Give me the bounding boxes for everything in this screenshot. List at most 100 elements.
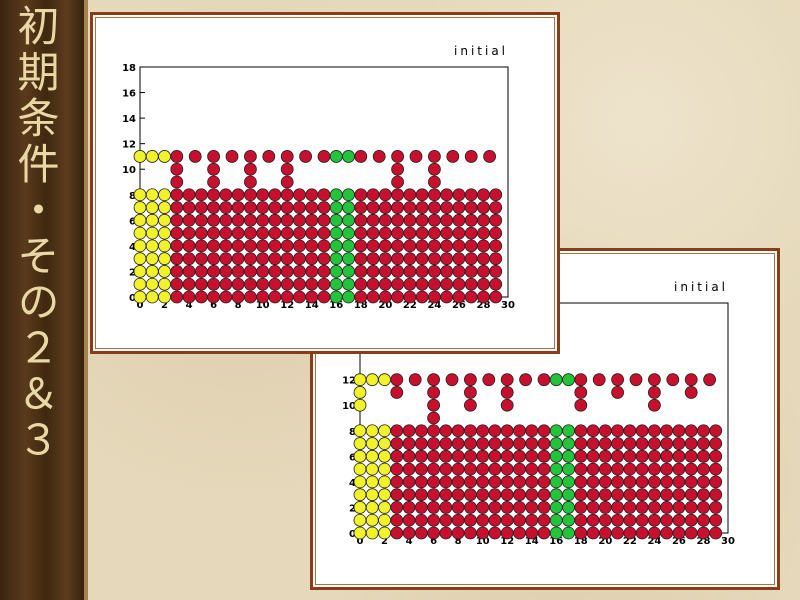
particle [629, 373, 643, 387]
particle [231, 213, 245, 227]
particle [452, 252, 466, 266]
particle [672, 475, 686, 489]
particle [207, 175, 220, 189]
particle [170, 290, 184, 304]
x-tick-label: 26 [452, 300, 466, 311]
particle [207, 201, 220, 214]
particle [243, 150, 257, 163]
particle [463, 462, 477, 476]
particle [133, 265, 147, 278]
particle [452, 239, 466, 253]
particle [427, 462, 440, 476]
particle [402, 424, 416, 438]
particle [427, 150, 441, 163]
particle [463, 526, 477, 540]
particle [219, 239, 233, 253]
particle [354, 213, 368, 227]
particle [635, 449, 649, 463]
y-tick-label: 4 [129, 242, 136, 253]
particle [390, 526, 404, 540]
particle [463, 398, 477, 412]
particle [268, 201, 282, 214]
particle [611, 475, 625, 489]
particle [488, 449, 502, 463]
particle [293, 213, 306, 227]
particle [353, 462, 367, 476]
particle [525, 475, 539, 489]
particle [549, 462, 563, 476]
particle [463, 513, 477, 527]
particle [574, 437, 588, 450]
particle [463, 373, 477, 387]
particle [378, 488, 391, 502]
particle [427, 265, 441, 278]
particle [574, 398, 588, 412]
particle [391, 188, 405, 202]
particle [353, 526, 367, 540]
particle [170, 162, 184, 176]
particle [305, 265, 319, 278]
particle [500, 424, 514, 438]
particle [354, 201, 368, 214]
x-tick-label: 12 [280, 300, 294, 311]
particle [158, 277, 171, 291]
y-tick-label: 14 [122, 114, 136, 125]
particle [293, 277, 306, 291]
particle [513, 488, 526, 502]
particle [647, 462, 661, 476]
particle [660, 501, 674, 514]
particle [414, 462, 428, 476]
y-tick-label: 6 [129, 216, 136, 227]
particle [611, 526, 625, 540]
particle [366, 201, 380, 214]
particle [354, 239, 368, 253]
particle [372, 150, 386, 163]
particle [440, 277, 454, 291]
particle [709, 501, 723, 514]
particle [684, 475, 698, 489]
particle [476, 475, 490, 489]
x-tick-label: 22 [623, 536, 637, 547]
particle [402, 449, 416, 463]
particle [415, 213, 429, 227]
x-tick-label: 16 [549, 536, 563, 547]
particle [684, 526, 698, 540]
particle [513, 424, 526, 438]
x-tick-label: 10 [476, 536, 490, 547]
particle [562, 437, 575, 450]
particle [305, 201, 319, 214]
particle [463, 424, 477, 438]
particle [329, 290, 343, 304]
particle [390, 462, 404, 476]
particle [243, 175, 257, 189]
particle [231, 201, 245, 214]
particle [500, 526, 514, 540]
particle [299, 150, 313, 163]
particle [256, 265, 270, 278]
particle [145, 239, 159, 253]
particle [477, 188, 490, 202]
particle [317, 150, 331, 163]
x-tick-label: 4 [406, 536, 413, 547]
particle [133, 188, 147, 202]
particle [647, 488, 661, 502]
particle [280, 188, 294, 202]
particle [378, 526, 391, 540]
particle [586, 449, 600, 463]
particle [353, 513, 367, 527]
particle [414, 501, 428, 514]
particle [439, 449, 453, 463]
particle [452, 201, 466, 214]
y-tick-label: 0 [349, 529, 356, 540]
particle [611, 386, 625, 399]
particle [243, 277, 257, 291]
particle [623, 501, 637, 514]
particle [611, 462, 625, 476]
particle [463, 386, 477, 399]
particle [488, 424, 502, 438]
particle [365, 373, 379, 387]
particle [262, 150, 276, 163]
particle [243, 188, 257, 202]
particle [342, 290, 355, 304]
